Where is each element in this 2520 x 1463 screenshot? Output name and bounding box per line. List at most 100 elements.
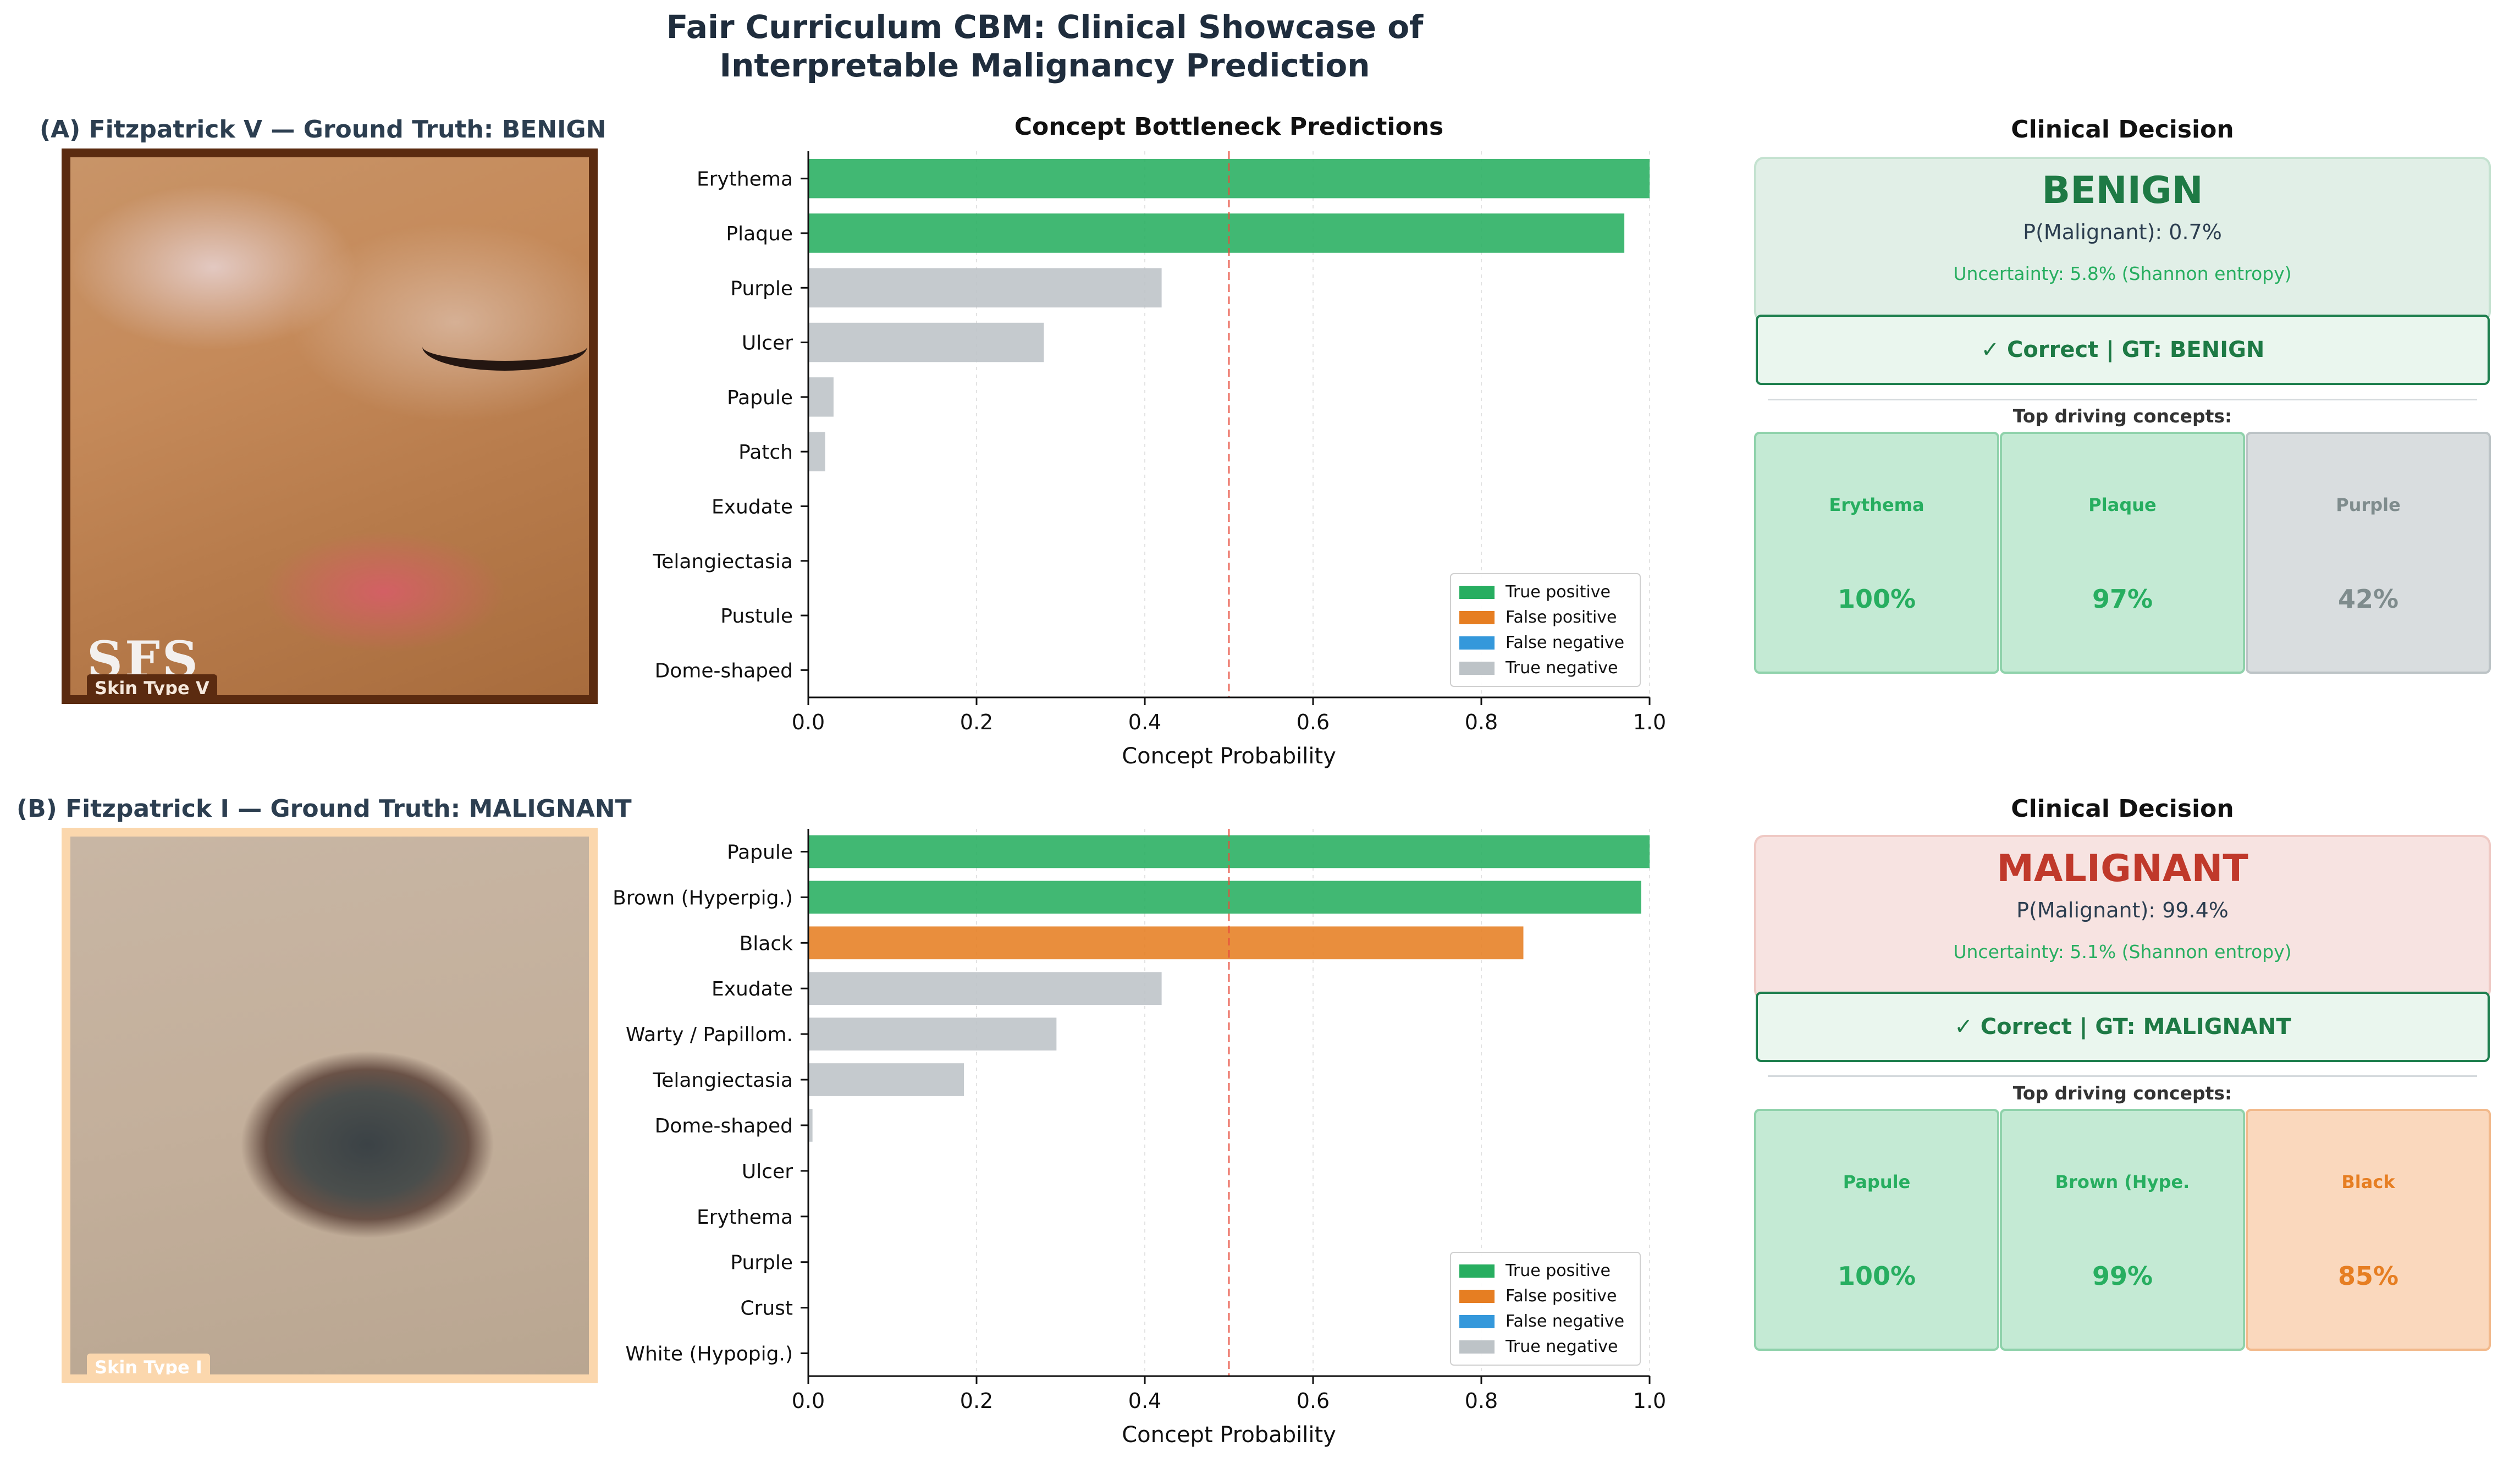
figure-title-line2: Interpretable Malignancy Prediction — [719, 47, 1370, 84]
decision-box-b: MALIGNANT P(Malignant): 99.4% Uncertaint… — [1754, 835, 2491, 1000]
bar-telangiectasia — [808, 1063, 964, 1096]
concept-card: Plaque 97% — [2000, 432, 2245, 674]
y-tick-label: Dome-shaped — [655, 659, 793, 682]
x-tick-label: 0.6 — [1297, 710, 1330, 734]
figure-title-line1: Fair Curriculum CBM: Clinical Showcase o… — [666, 8, 1424, 46]
y-tick-label: Black — [740, 932, 793, 955]
legend-label: True positive — [1505, 1261, 1611, 1280]
uncertainty-text: Uncertainty: 5.1% (Shannon entropy) — [1953, 941, 2292, 963]
bar-black — [808, 926, 1524, 960]
y-tick-label: Purple — [730, 1252, 793, 1274]
x-tick-label: 0.0 — [792, 1389, 825, 1413]
decision-label: MALIGNANT — [1997, 847, 2248, 890]
legend-swatch — [1459, 1290, 1495, 1303]
figure-title: Fair Curriculum CBM: Clinical Showcase o… — [0, 8, 2089, 85]
malignant-probability: P(Malignant): 0.7% — [2023, 220, 2222, 244]
panel-a-skin-photo: SFS Skin Type V — [62, 148, 598, 704]
uncertainty-text: Uncertainty: 5.8% (Shannon entropy) — [1953, 263, 2292, 284]
x-tick-label: 0.0 — [792, 710, 825, 734]
concept-card: Papule 100% — [1754, 1109, 1999, 1351]
bar-dome-shaped — [808, 1109, 813, 1142]
correct-badge-b: ✓ Correct | GT: MALIGNANT — [1756, 992, 2490, 1062]
x-tick-label: 1.0 — [1633, 1389, 1666, 1413]
concept-chart-b: Papule Brown (Hyperpig.) Black Exudate Warty… — [613, 829, 1666, 1448]
bar-warty-papillom- — [808, 1018, 1057, 1050]
concept-card-name: Papule — [1843, 1172, 1911, 1192]
legend-swatch — [1459, 611, 1495, 624]
malignant-probability: P(Malignant): 99.4% — [2016, 898, 2229, 922]
bar-plaque — [808, 213, 1625, 253]
skin-type-tag: Skin Type I — [87, 1354, 210, 1374]
y-tick-label: Crust — [740, 1297, 793, 1320]
concept-card-value: 100% — [1837, 1261, 1916, 1291]
legend-label: False positive — [1506, 608, 1617, 627]
concept-card: Purple 42% — [2246, 432, 2491, 674]
y-tick-label: Patch — [738, 441, 793, 464]
legend-swatch — [1459, 1315, 1495, 1328]
y-tick-label: Exudate — [712, 978, 793, 1000]
y-tick-label: Brown (Hyperpig.) — [613, 887, 793, 909]
legend-swatch — [1459, 586, 1495, 599]
y-tick-label: Ulcer — [742, 1160, 793, 1183]
decision-title-a: Clinical Decision — [2011, 116, 2234, 144]
decision-label: BENIGN — [2042, 169, 2203, 212]
decision-title-b: Clinical Decision — [2011, 795, 2234, 823]
legend-swatch — [1459, 1264, 1495, 1278]
x-axis-label: Concept Probability — [1122, 1422, 1336, 1448]
bar-ulcer — [808, 322, 1044, 362]
correct-badge-a: ✓ Correct | GT: BENIGN — [1756, 315, 2490, 385]
concept-card-name: Black — [2341, 1172, 2395, 1192]
bar-purple — [808, 268, 1162, 307]
y-tick-label: Ulcer — [742, 332, 793, 355]
y-tick-label: Purple — [730, 277, 793, 300]
concept-card-value: 85% — [2337, 1261, 2399, 1291]
concept-card: Brown (Hype. 99% — [2000, 1109, 2245, 1351]
x-tick-label: 0.8 — [1465, 710, 1498, 734]
separator — [1768, 1075, 2477, 1077]
y-tick-label: Papule — [727, 841, 793, 864]
y-tick-label: Warty / Papillom. — [626, 1024, 793, 1046]
y-tick-label: Pustule — [720, 605, 793, 628]
bar-patch — [808, 432, 825, 471]
concept-card-name: Purple — [2336, 494, 2401, 515]
legend-label: True negative — [1505, 1337, 1618, 1356]
y-tick-label: Papule — [727, 387, 793, 409]
legend-swatch — [1459, 662, 1495, 675]
x-tick-label: 0.2 — [960, 1389, 993, 1413]
bar-exudate — [808, 972, 1162, 1005]
legend-label: True negative — [1505, 658, 1618, 678]
panel-b-label: (B) Fitzpatrick I — Ground Truth: MALIGN… — [16, 795, 632, 823]
bar-papule — [808, 835, 1650, 868]
x-tick-label: 0.4 — [1128, 710, 1161, 734]
y-tick-label: Exudate — [712, 496, 793, 518]
x-tick-label: 0.6 — [1297, 1389, 1330, 1413]
legend-swatch — [1459, 1340, 1495, 1354]
y-tick-label: Erythema — [697, 168, 793, 191]
y-tick-label: Telangiectasia — [652, 1069, 793, 1092]
separator — [1768, 399, 2477, 400]
y-tick-label: Telangiectasia — [652, 551, 793, 573]
concept-card: Erythema 100% — [1754, 432, 1999, 674]
legend-box — [1450, 573, 1641, 687]
concept-card-name: Brown (Hype. — [2055, 1172, 2190, 1192]
x-tick-label: 1.0 — [1633, 710, 1666, 734]
concept-card-value: 97% — [2092, 584, 2153, 614]
concept-chart-a: Concept Bottleneck Predictions Erythema Pl… — [652, 113, 1666, 769]
concept-card: Black 85% — [2246, 1109, 2491, 1351]
legend-label: True positive — [1505, 582, 1611, 602]
x-axis-label: Concept Probability — [1122, 744, 1336, 769]
decision-box-a: BENIGN P(Malignant): 0.7% Uncertainty: 5… — [1754, 157, 2491, 322]
concept-card-value: 100% — [1837, 584, 1916, 614]
concept-card-value: 42% — [2337, 584, 2399, 614]
concept-card-name: Erythema — [1829, 494, 1925, 515]
concept-card-name: Plaque — [2088, 494, 2157, 515]
eyelash-shape — [422, 322, 587, 371]
legend-label: False positive — [1506, 1286, 1617, 1306]
x-tick-label: 0.8 — [1465, 1389, 1498, 1413]
x-tick-label: 0.2 — [960, 710, 993, 734]
legend-box — [1450, 1252, 1641, 1366]
y-tick-label: Dome-shaped — [655, 1115, 793, 1137]
bar-brown-hyperpig- — [808, 881, 1641, 914]
chart-title: Concept Bottleneck Predictions — [1014, 113, 1444, 141]
concept-card-value: 99% — [2092, 1261, 2153, 1291]
